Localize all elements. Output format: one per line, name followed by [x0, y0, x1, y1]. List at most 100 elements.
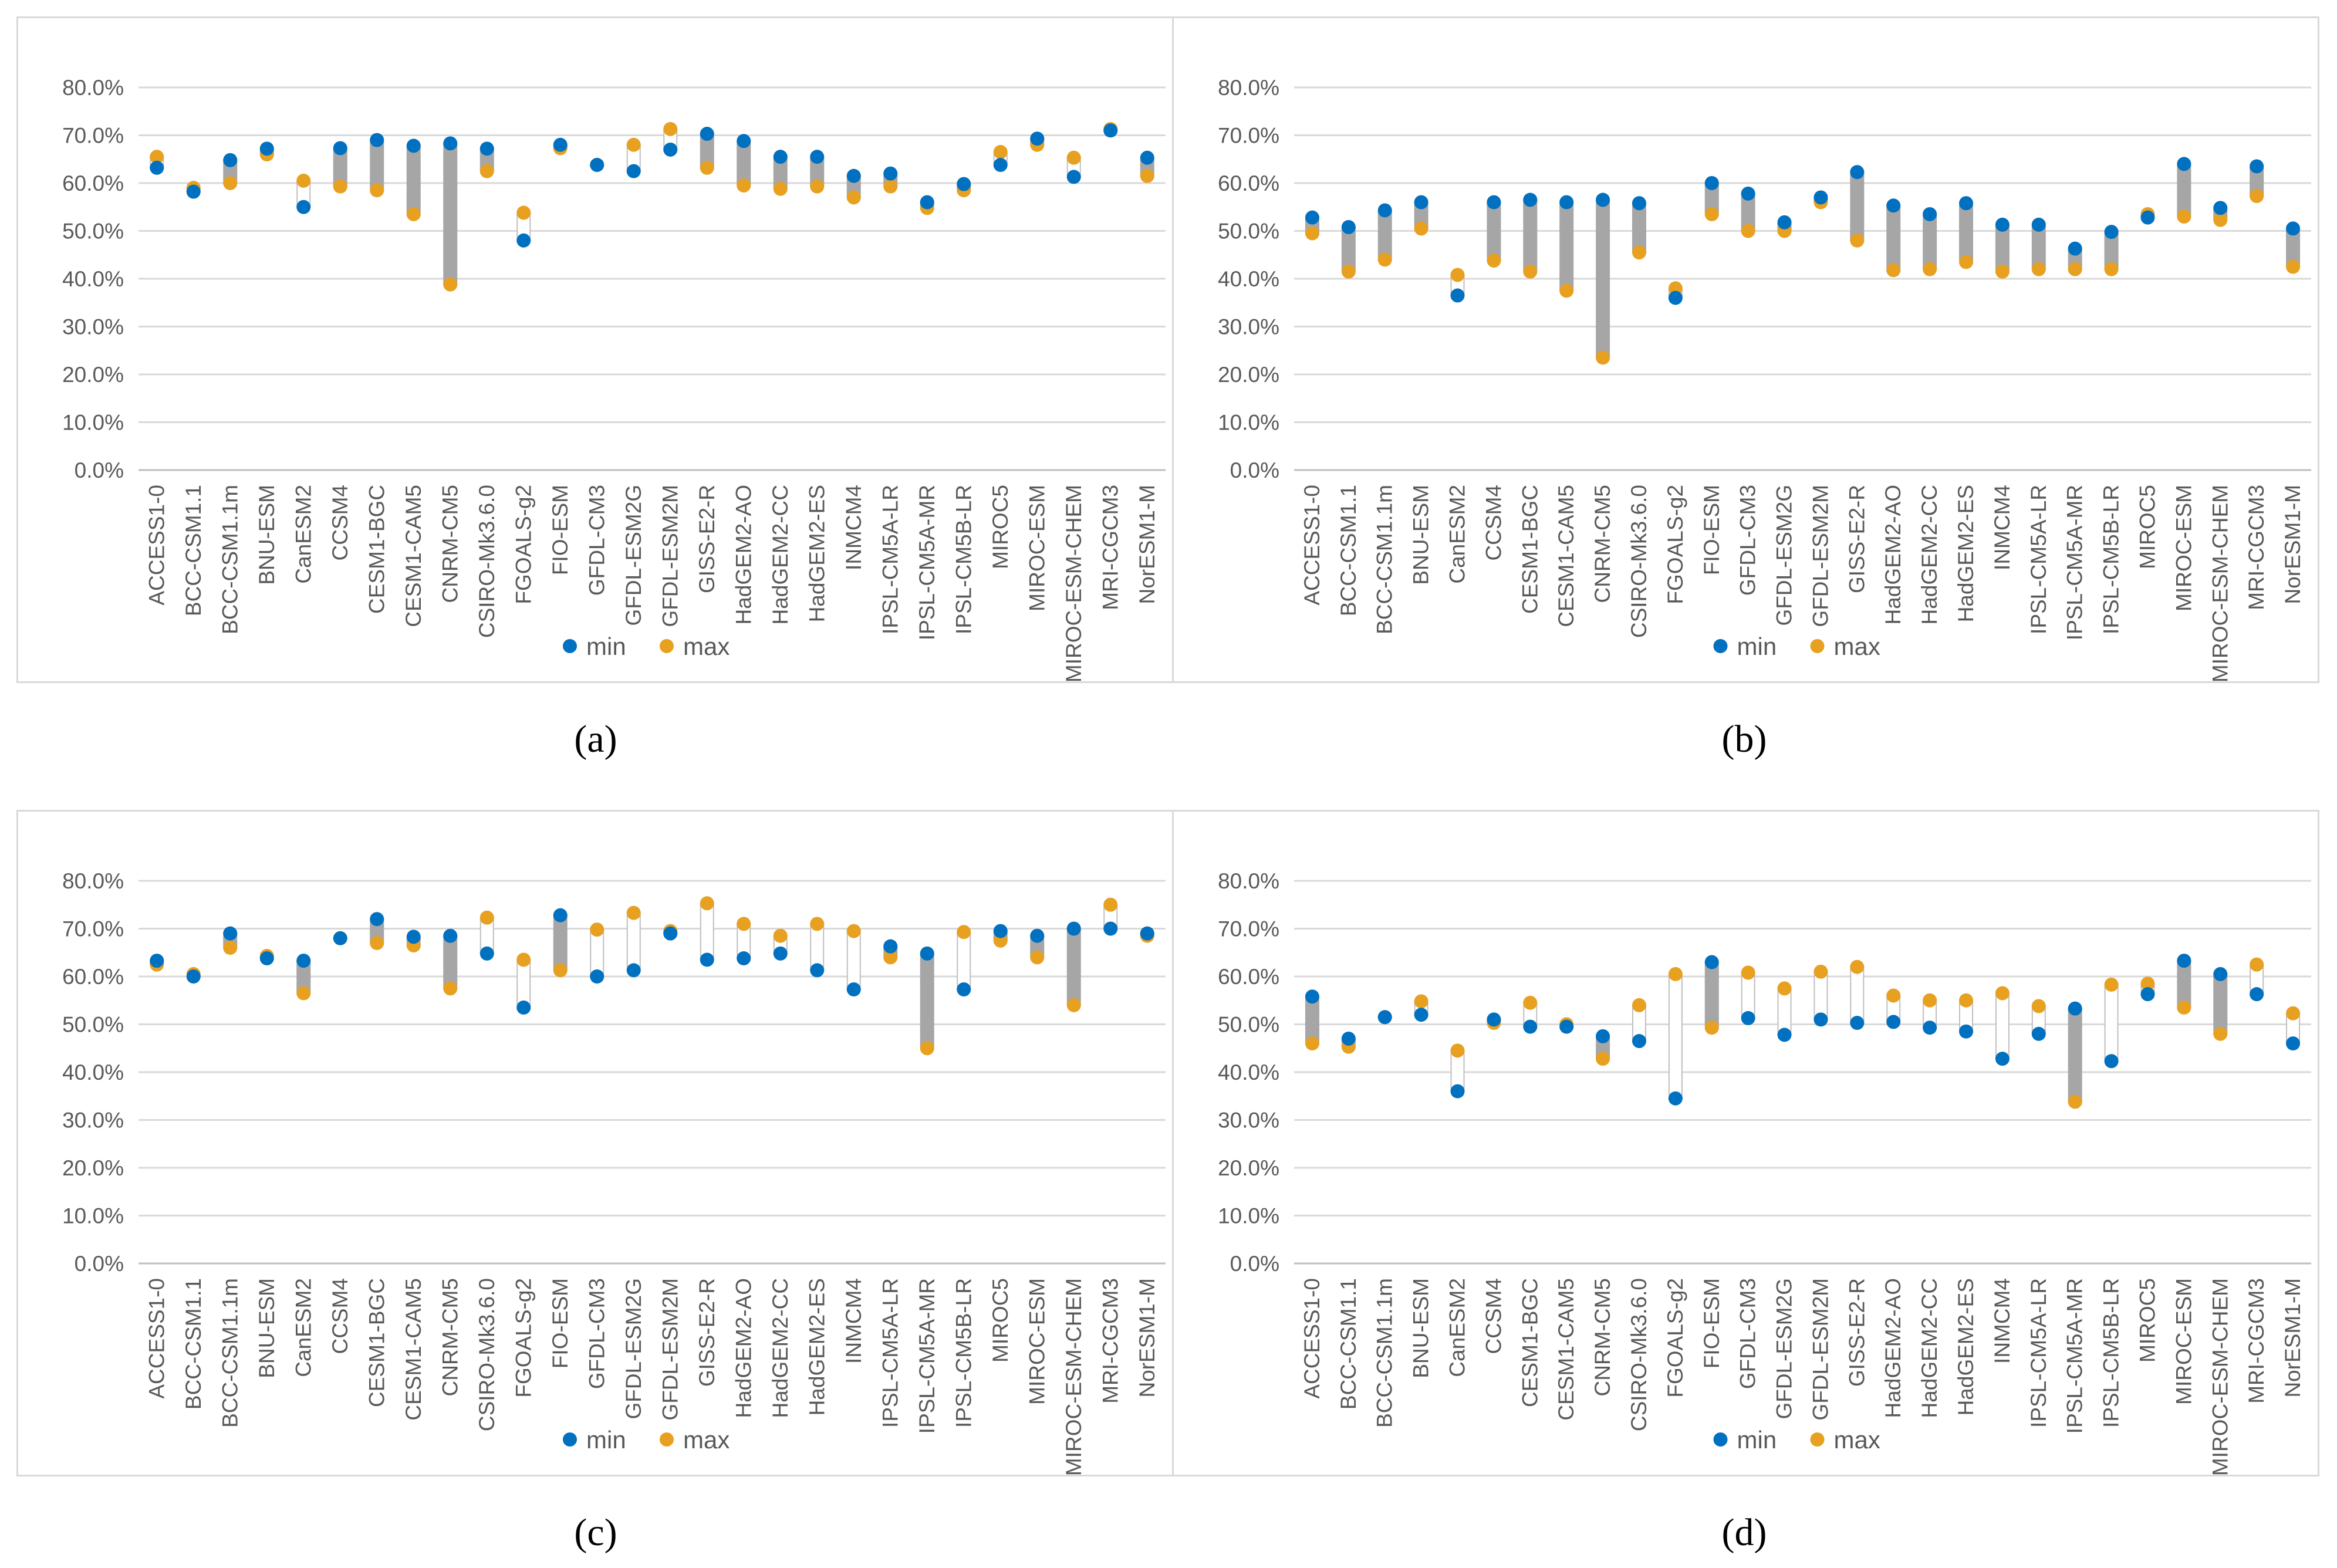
x-tick-label: IPSL-CM5A-LR: [2027, 1278, 2051, 1428]
min-point: [2104, 1054, 2119, 1069]
x-tick-label: GFDL-ESM2G: [622, 1278, 646, 1420]
chart-panel-b: 0.0% 10.0% 20.0% 30.0% 40.0% 50.0% 60.0% 70.0% 8…: [1172, 16, 2319, 683]
min-point: [259, 951, 274, 966]
x-tick-label: HadGEM2-ES: [805, 485, 829, 622]
y-tick-label: 20.0%: [1218, 1156, 1279, 1180]
x-tick-label: CESM1-BGC: [1518, 485, 1542, 614]
min-point: [1995, 217, 2010, 232]
min-point: [2031, 1026, 2046, 1041]
x-tick-label: GFDL-CM3: [1736, 1278, 1760, 1389]
min-point: [2177, 157, 2191, 171]
min-point: [1850, 165, 1865, 180]
caption-d: (d): [1721, 1511, 1767, 1554]
min-point: [2177, 954, 2191, 968]
y-tick-label: 50.0%: [1218, 1013, 1279, 1037]
max-point: [2031, 999, 2046, 1013]
max-point: [1995, 986, 2010, 1001]
chart-panel-a: 0.0% 10.0% 20.0% 30.0% 40.0% 50.0% 60.0% 70.0% 8…: [16, 16, 1174, 683]
x-tick-label: GFDL-ESM2M: [1808, 1278, 1832, 1421]
x-tick-label: GFDL-CM3: [585, 485, 609, 596]
min-point: [1487, 1012, 1501, 1027]
x-tick-label: FIO-ESM: [1700, 485, 1724, 575]
min-point: [883, 939, 898, 954]
max-point: [957, 925, 971, 940]
x-tick-label: IPSL-CM5A-LR: [2027, 485, 2051, 634]
min-point: [1559, 195, 1574, 209]
x-tick-label: CNRM-CM5: [1590, 1278, 1615, 1396]
y-tick-label: 60.0%: [62, 171, 124, 195]
x-tick-label: MIROC5: [2135, 485, 2159, 569]
max-point: [1741, 224, 1755, 238]
x-tick-label: IPSL-CM5B-LR: [951, 485, 975, 634]
min-point: [626, 963, 641, 978]
min-point: [2213, 967, 2228, 981]
min-point: [663, 926, 678, 941]
min-point: [1450, 1084, 1465, 1099]
legend-min-label: min: [1737, 1426, 1777, 1454]
min-point: [2250, 159, 2264, 174]
max-point: [920, 1041, 934, 1056]
max-point: [1632, 245, 1646, 260]
y-tick-label: 30.0%: [62, 315, 124, 339]
x-tick-label: CNRM-CM5: [1590, 485, 1615, 603]
max-point: [443, 277, 458, 292]
range-bar: [1668, 973, 1683, 1099]
range-bar: [1850, 966, 1865, 1024]
y-tick-label: 50.0%: [62, 1013, 124, 1037]
caption-a: (a): [574, 718, 617, 761]
max-point: [223, 176, 238, 190]
y-tick-label: 70.0%: [1218, 917, 1279, 941]
max-point: [1923, 993, 1937, 1008]
x-tick-label: INMCM4: [1990, 485, 2014, 570]
x-tick-label: INMCM4: [842, 1278, 866, 1364]
range-bar: [1850, 171, 1865, 241]
max-point: [1523, 264, 1538, 279]
min-point: [1305, 989, 1319, 1004]
x-tick-label: BCC-CSM1.1: [181, 485, 205, 616]
max-point: [443, 981, 458, 996]
x-tick-label: INMCM4: [842, 485, 866, 570]
x-tick-label: IPSL-CM5A-MR: [915, 1278, 939, 1434]
range-bar: [406, 145, 421, 215]
min-point: [150, 954, 164, 968]
legend-min-marker: [1713, 1432, 1728, 1447]
min-point: [1559, 1019, 1574, 1034]
min-point: [1741, 1011, 1755, 1025]
max-point: [223, 941, 238, 955]
min-point: [1632, 196, 1646, 211]
x-tick-label: FGOALS-g2: [511, 485, 535, 604]
x-tick-label: BCC-CSM1.1: [1336, 1278, 1360, 1410]
legend-min-label: min: [586, 633, 626, 660]
x-tick-label: NorESM1-M: [2281, 485, 2305, 604]
y-tick-label: 0.0%: [1230, 1252, 1279, 1276]
min-point: [1813, 1012, 1828, 1027]
x-tick-label: GFDL-ESM2M: [658, 485, 682, 627]
max-point: [590, 922, 604, 937]
x-tick-label: CCSM4: [328, 1278, 352, 1354]
max-point: [700, 160, 714, 175]
max-point: [2213, 212, 2228, 227]
min-point: [479, 946, 494, 961]
max-point: [993, 145, 1008, 160]
min-point: [1704, 955, 1719, 969]
min-point: [1959, 196, 1974, 211]
range-bar: [1813, 971, 1828, 1020]
min-point: [1030, 928, 1045, 943]
x-tick-label: CNRM-CM5: [438, 485, 462, 603]
x-tick-label: FGOALS-g2: [1663, 1278, 1687, 1398]
x-tick-label: BCC-CSM1.1: [1336, 485, 1360, 616]
max-point: [2104, 977, 2119, 992]
max-point: [296, 986, 311, 1001]
min-point: [846, 168, 861, 183]
y-tick-label: 10.0%: [62, 411, 124, 435]
x-tick-label: CanESM2: [1446, 485, 1470, 584]
x-tick-label: CNRM-CM5: [438, 1278, 462, 1396]
x-tick-label: GFDL-ESM2G: [1772, 1278, 1796, 1420]
min-point: [663, 142, 678, 157]
y-tick-label: 60.0%: [62, 965, 124, 989]
x-tick-label: MIROC-ESM: [2171, 1278, 2196, 1405]
chart-panel-d: 0.0% 10.0% 20.0% 30.0% 40.0% 50.0% 60.0% 70.0% 8…: [1172, 810, 2319, 1476]
min-point: [1066, 921, 1081, 936]
min-point: [993, 158, 1008, 173]
min-point: [223, 153, 238, 167]
